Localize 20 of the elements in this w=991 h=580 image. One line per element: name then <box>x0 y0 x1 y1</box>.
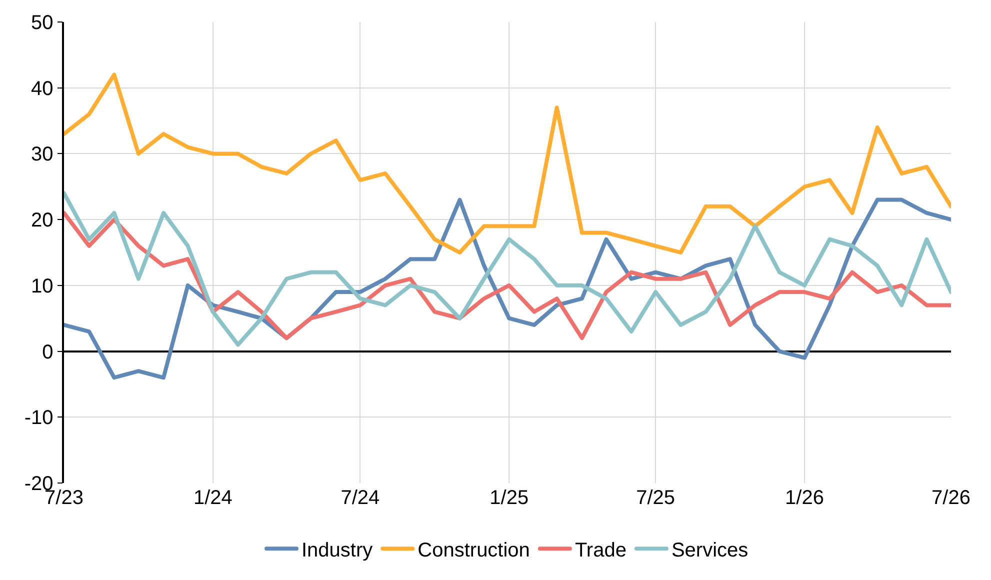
x-tick-label: 7/26 <box>932 487 970 509</box>
y-tick-label: 20 <box>31 210 54 232</box>
legend-label: Industry <box>302 539 373 562</box>
x-tick-label: 1/26 <box>785 487 824 509</box>
y-tick-label: -10 <box>24 407 54 430</box>
x-tick-label: 1/24 <box>193 487 232 509</box>
x-tick-label: 1/25 <box>490 487 529 509</box>
legend-label: Construction <box>418 539 530 562</box>
x-tick-label: 7/25 <box>636 487 676 509</box>
x-tick-label: 7/24 <box>340 487 380 509</box>
line-series <box>64 191 951 347</box>
y-tick-label: 10 <box>31 275 54 298</box>
legend-label: Trade <box>574 539 626 562</box>
y-tick-label: 40 <box>31 78 54 100</box>
line-series <box>64 72 951 254</box>
line-series <box>64 210 951 340</box>
y-tick-label: 50 <box>31 12 54 34</box>
legend-label: Services <box>671 539 748 562</box>
y-tick-label: 0 <box>42 341 54 364</box>
y-tick-label: 30 <box>31 144 54 166</box>
